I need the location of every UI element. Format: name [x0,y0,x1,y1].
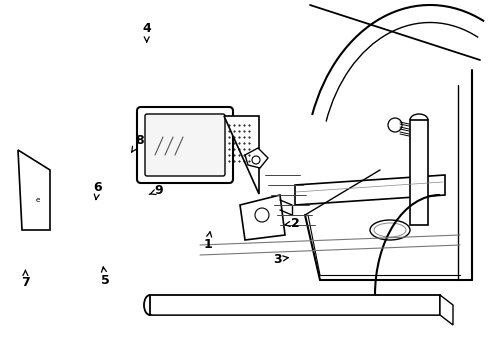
Polygon shape [240,195,285,240]
FancyBboxPatch shape [145,114,224,176]
Polygon shape [439,295,452,325]
Text: 9: 9 [149,184,163,197]
Polygon shape [224,116,259,194]
Text: e: e [36,197,40,203]
Polygon shape [294,175,444,205]
Polygon shape [244,148,267,168]
Text: 5: 5 [101,267,109,287]
Polygon shape [409,120,427,225]
Text: 3: 3 [273,253,287,266]
Text: 2: 2 [285,217,300,230]
Text: 6: 6 [93,181,102,199]
Polygon shape [18,150,50,230]
Text: 8: 8 [131,134,143,152]
Polygon shape [150,295,439,315]
Text: 7: 7 [21,270,30,289]
FancyBboxPatch shape [137,107,232,183]
Text: 4: 4 [142,22,151,42]
Text: 1: 1 [203,232,212,251]
